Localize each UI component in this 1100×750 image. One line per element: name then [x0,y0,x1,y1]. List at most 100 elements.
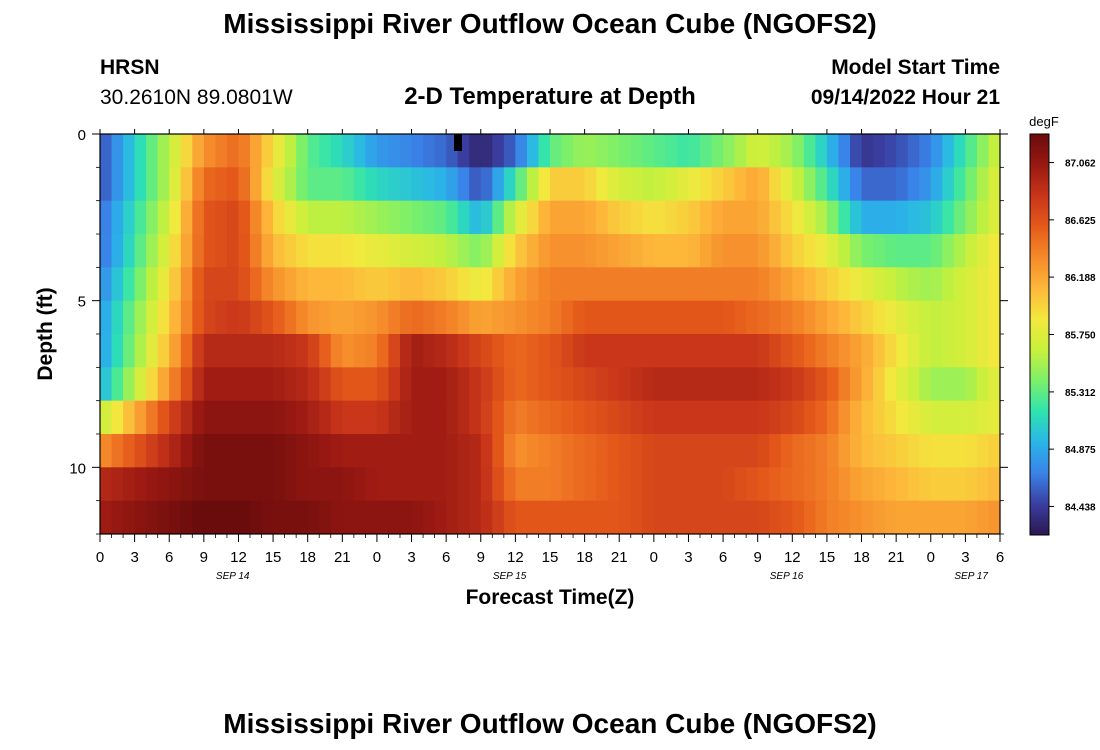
heatmap-cell [619,134,632,168]
heatmap-cell [988,500,1000,534]
heatmap-cell [676,200,690,235]
x-tick-label: 18 [853,549,870,566]
heatmap-cell [653,434,666,468]
heatmap-cell [896,267,909,302]
heatmap-cell [261,467,274,502]
heatmap-cell [896,300,909,335]
heatmap-cell [446,200,459,235]
heatmap-cell [157,134,170,168]
heatmap-cell [169,200,182,235]
heatmap-cell [111,434,124,468]
heatmap-cell [376,434,390,468]
heatmap-cell [457,367,470,402]
heatmap-cell [584,134,597,168]
heatmap-cell [630,367,643,402]
heatmap-cell [826,167,840,202]
x-tick-label: 3 [130,549,138,566]
heatmap-cell [215,467,228,502]
heatmap-cell [734,367,747,402]
heatmap-cell [261,300,274,335]
heatmap-cells [100,134,1000,534]
heatmap-cell [273,234,286,268]
heatmap-cell [630,267,643,302]
heatmap-cell [873,234,886,268]
heatmap-cell [330,467,343,502]
heatmap-cell [676,400,690,435]
heatmap-cell [238,500,251,534]
heatmap-cell [226,167,240,202]
heatmap-cell [688,334,701,368]
heatmap-cell [815,167,828,202]
heatmap-cell [700,500,713,534]
heatmap-cell [700,167,713,202]
heatmap-cell [238,267,251,302]
heatmap-cell [169,500,182,534]
heatmap-cell [873,300,886,335]
heatmap-cell [319,400,332,435]
heatmap-cell [388,334,401,368]
heatmap-cell [907,467,920,502]
heatmap-cell [550,400,563,435]
y-axis-label: Depth (ft) [34,287,57,380]
heatmap-cell [803,334,816,368]
heatmap-cell [319,500,332,534]
heatmap-cell [250,467,263,502]
heatmap-cell [111,467,124,502]
heatmap-cell [550,134,563,168]
heatmap-cell [688,234,701,268]
heatmap-cell [792,234,805,268]
heatmap-cell [561,134,574,168]
heatmap-cell [792,434,805,468]
heatmap-cell [330,500,343,534]
heatmap-cell [123,367,136,402]
heatmap-cell [942,334,955,368]
x-tick-label: 15 [542,549,559,566]
heatmap-cell [561,234,574,268]
heatmap-cell [157,200,170,235]
heatmap-cell [838,334,851,368]
heatmap-cell [919,200,932,235]
x-tick-label: 9 [477,549,485,566]
heatmap-cell [423,400,436,435]
heatmap-cell [965,400,978,435]
heatmap-cell [746,300,759,335]
footer-title: Mississippi River Outflow Ocean Cube (NG… [223,708,877,739]
x-tick-label: 21 [334,549,351,566]
x-tick-label: 0 [96,549,104,566]
chart-subtitle: 2-D Temperature at Depth [404,83,696,110]
heatmap-cell [561,300,574,335]
heatmap-cell [526,367,540,402]
heatmap-cell [492,167,505,202]
heatmap-cell [192,467,205,502]
heatmap-cell [896,400,909,435]
heatmap-cell [919,167,932,202]
heatmap-cell [134,200,147,235]
colorbar-tick-label: 87.062 [1065,159,1096,170]
heatmap-cell [757,200,770,235]
heatmap-cell [953,367,966,402]
heatmap-cell [376,234,390,268]
heatmap-cell [353,200,366,235]
heatmap-cell [411,134,424,168]
heatmap-cell [261,200,274,235]
heatmap-cell [607,467,620,502]
x-tick-label: 0 [373,549,381,566]
heatmap-cell [850,467,863,502]
heatmap-cell [111,167,124,202]
top-marker [454,134,462,151]
heatmap-cell [307,200,320,235]
heatmap-cell [296,200,309,235]
heatmap-cell [596,500,609,534]
heatmap-cell [100,300,113,335]
heatmap-cell [492,500,505,534]
heatmap-cell [342,267,355,302]
heatmap-cell [503,267,516,302]
heatmap-cell [203,500,216,534]
heatmap-cell [319,367,332,402]
heatmap-cell [503,367,516,402]
heatmap-cell [353,434,366,468]
x-tick-label: 18 [299,549,316,566]
heatmap-cell [561,200,574,235]
date-label: SEP 15 [493,571,527,582]
heatmap-cell [642,200,655,235]
